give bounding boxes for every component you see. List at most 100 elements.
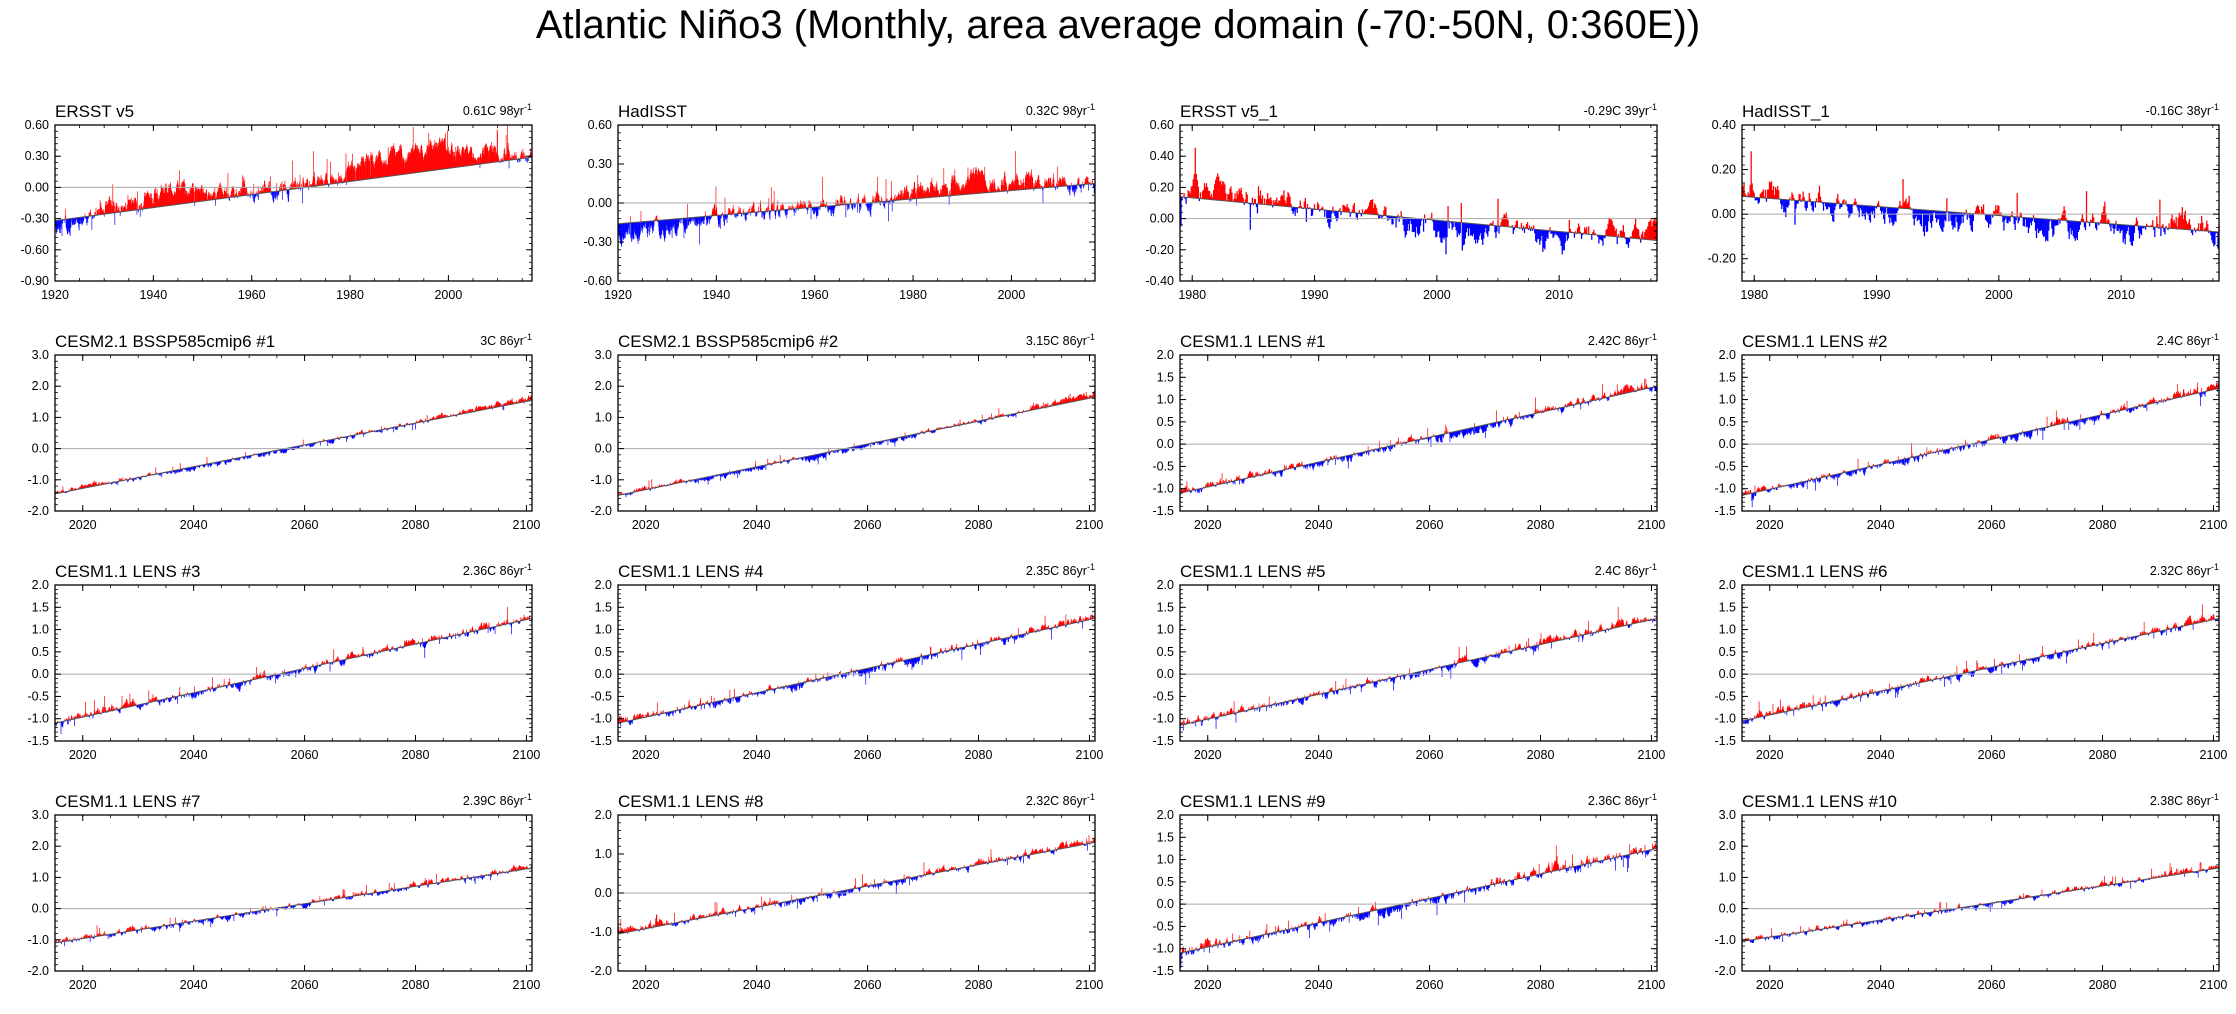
data-bar [900, 193, 902, 200]
data-bar [696, 217, 698, 227]
data-bar [1333, 210, 1335, 214]
data-bar [1943, 211, 1945, 228]
data-bar [1047, 182, 1048, 188]
data-bar [341, 177, 343, 183]
data-bar [1244, 199, 1246, 203]
data-bar [841, 197, 843, 205]
data-bar [928, 192, 930, 198]
data-bar [257, 186, 259, 194]
data-bar [868, 202, 870, 212]
data-bar [1969, 213, 1971, 226]
data-bar [1079, 184, 1081, 188]
data-bar [100, 205, 101, 215]
data-bar [932, 187, 934, 198]
data-bar [189, 193, 190, 203]
data-bar [666, 219, 668, 226]
data-bar [377, 159, 378, 178]
data-bar [1440, 220, 1442, 243]
data-bar [1496, 225, 1498, 232]
data-bar [1403, 217, 1405, 232]
data-bar [970, 169, 972, 194]
data-bar [327, 182, 329, 185]
data-bar [2046, 219, 2048, 241]
data-bar [1338, 210, 1340, 212]
data-bar [206, 194, 208, 201]
data-bar [910, 193, 911, 200]
data-bar [352, 166, 354, 182]
data-bar [745, 212, 747, 221]
data-bar [691, 217, 693, 220]
data-bar [1781, 199, 1783, 210]
data-bar [346, 181, 347, 186]
data-bar [1592, 232, 1594, 235]
data-bar [791, 204, 793, 210]
data-bar [818, 206, 819, 211]
data-bar [1902, 179, 1904, 209]
data-bar [453, 155, 455, 168]
data-bar [287, 189, 289, 198]
data-bar [981, 170, 982, 194]
y-tick-label: 0.00 [1712, 207, 1736, 221]
data-bar [2201, 215, 2203, 231]
data-bar [2035, 218, 2038, 239]
data-bar [1056, 166, 1058, 187]
y-tick-label: -0.20 [1708, 252, 1737, 266]
data-bar [71, 487, 73, 491]
data-bar [851, 204, 852, 209]
data-bar [1270, 197, 1272, 206]
data-bar [1313, 204, 1316, 210]
data-bar [1079, 184, 1081, 188]
data-bar [718, 215, 720, 224]
data-bar [482, 147, 484, 164]
data-bar [192, 182, 194, 203]
data-bar [510, 157, 512, 161]
data-bar [446, 150, 448, 169]
data-bar [720, 215, 722, 219]
data-bar [270, 191, 272, 195]
data-bar [707, 216, 708, 224]
data-bar [2077, 221, 2079, 232]
data-bar [159, 196, 161, 207]
data-bar [362, 159, 363, 180]
data-bar [363, 161, 365, 180]
data-bar [690, 217, 692, 223]
data-bar [155, 187, 156, 208]
data-bar [367, 159, 369, 180]
data-bar [902, 193, 903, 200]
data-bar [627, 222, 629, 228]
data-bar [1627, 237, 1630, 248]
data-bar [2055, 219, 2057, 226]
data-bar [984, 166, 986, 193]
data-bar [1748, 194, 1750, 197]
data-bar [364, 165, 366, 180]
data-bar [782, 206, 784, 210]
data-bar [287, 189, 288, 194]
data-bar [484, 145, 485, 164]
data-bar [478, 158, 480, 165]
data-bar [1797, 200, 1799, 204]
x-tick-label: 2000 [1423, 288, 1451, 302]
data-bar [161, 472, 163, 478]
panel-title: ERSST v5 [55, 102, 134, 121]
data-bar [320, 179, 321, 186]
data-bar [153, 193, 155, 208]
data-bar [1031, 177, 1033, 189]
data-bar [2178, 212, 2180, 229]
data-bar [157, 198, 159, 207]
data-bar [881, 201, 883, 204]
data-bar [1444, 221, 1446, 238]
data-bar [898, 193, 900, 201]
data-bar [1093, 183, 1095, 194]
data-bar [332, 179, 333, 184]
data-bar [403, 157, 405, 175]
data-bar [60, 219, 62, 228]
data-bar [466, 146, 467, 166]
data-bar [225, 192, 226, 198]
data-bar [334, 180, 336, 184]
data-bar [1567, 232, 1569, 239]
data-bar [700, 216, 702, 226]
data-bar [385, 159, 387, 177]
data-bar [1641, 233, 1643, 240]
data-bar [1374, 203, 1376, 215]
data-bar [661, 220, 663, 235]
